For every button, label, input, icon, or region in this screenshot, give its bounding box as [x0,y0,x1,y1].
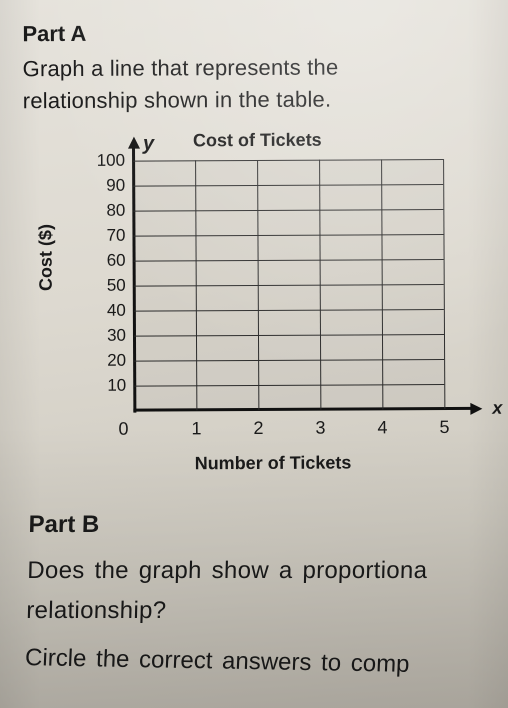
circle-instruction: Circle the correct answers to comp [24,644,487,680]
y-tick: 40 [86,300,126,320]
y-tick: 50 [86,275,126,295]
grid-horizontal [133,209,443,212]
x-tick: 2 [253,418,263,439]
y-axis-arrow-icon [128,136,140,148]
plot-area: x 0 102030405060708090100 12345 [133,159,444,411]
x-variable-label: x [492,397,502,418]
grid-horizontal [133,234,443,237]
instruction-line-1: Graph a line that represents the [23,55,339,82]
part-b-question: Does the graph show a proportiona relati… [26,551,490,630]
y-variable-label: y [143,132,154,155]
y-tick: 20 [86,350,126,370]
grid-horizontal [134,359,444,362]
y-tick: 30 [86,325,126,345]
part-a-instruction: Graph a line that represents the relatio… [23,51,489,117]
x-axis-line [133,407,473,412]
y-tick: 70 [85,225,125,245]
worksheet-page: Part A Graph a line that represents the … [0,0,508,676]
question-line-1: Does the graph show a proportiona [27,557,428,584]
x-tick: 3 [315,417,325,438]
part-b-block: Part B Does the graph show a proportiona… [21,511,491,676]
chart-title: Cost of Tickets [193,129,322,151]
y-axis-line [132,142,136,412]
x-tick: 4 [377,417,387,438]
instruction-line-2: relationship shown in the table. [23,86,332,113]
x-axis-label: Number of Tickets [195,452,352,474]
y-tick: 90 [85,175,125,195]
y-tick: 60 [86,250,126,270]
part-a-heading: Part A [22,19,488,47]
question-line-2: relationship? [26,597,167,624]
gridlines [133,159,443,161]
x-tick: 1 [191,418,201,439]
y-tick: 10 [86,375,126,395]
grid-horizontal [134,334,444,337]
grid-horizontal [133,184,443,187]
origin-label: 0 [118,418,128,439]
part-b-heading: Part B [28,511,491,539]
x-tick: 5 [439,417,449,438]
y-axis-label: Cost ($) [35,224,56,291]
grid-horizontal [134,259,444,262]
x-axis-arrow-icon [470,403,482,415]
chart-container: y Cost of Tickets Cost ($) x 0 102030405… [43,129,475,471]
y-tick: 100 [85,150,125,170]
grid-horizontal [134,309,444,312]
grid-horizontal [134,384,444,387]
grid-horizontal [133,159,443,162]
grid-horizontal [134,284,444,287]
y-tick: 80 [85,200,125,220]
